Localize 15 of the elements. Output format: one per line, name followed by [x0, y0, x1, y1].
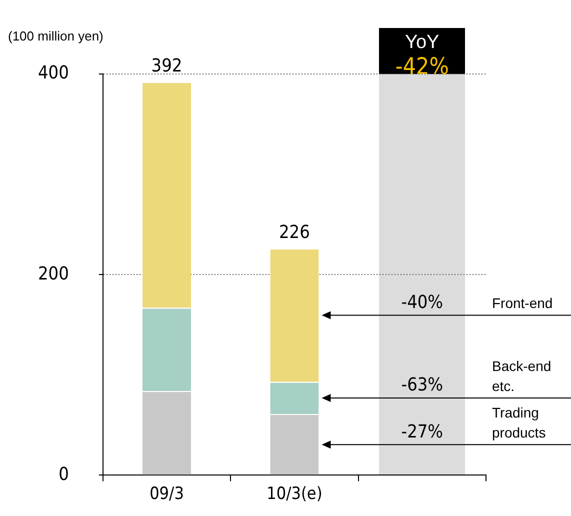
total-label: 392 — [151, 56, 182, 77]
annotation: -27% — [401, 421, 444, 442]
y-axis-title: (100 million yen) — [8, 28, 104, 44]
text: Back-end etc. — [492, 358, 552, 394]
y-tick-label: 200 — [38, 263, 69, 284]
total-label: 226 — [279, 222, 310, 244]
y-tick-label: 400 — [38, 62, 69, 84]
x-tick-label: 09/3 — [150, 484, 184, 504]
text: Front-end — [492, 295, 553, 312]
y-tick-label: 0 — [58, 464, 69, 485]
text: Trading products — [492, 404, 546, 440]
x-tick-label: 10/3(e) — [266, 484, 322, 504]
annotation: -42% — [394, 54, 450, 80]
annotation: -63% — [401, 374, 444, 396]
annotation: -40% — [401, 292, 444, 313]
